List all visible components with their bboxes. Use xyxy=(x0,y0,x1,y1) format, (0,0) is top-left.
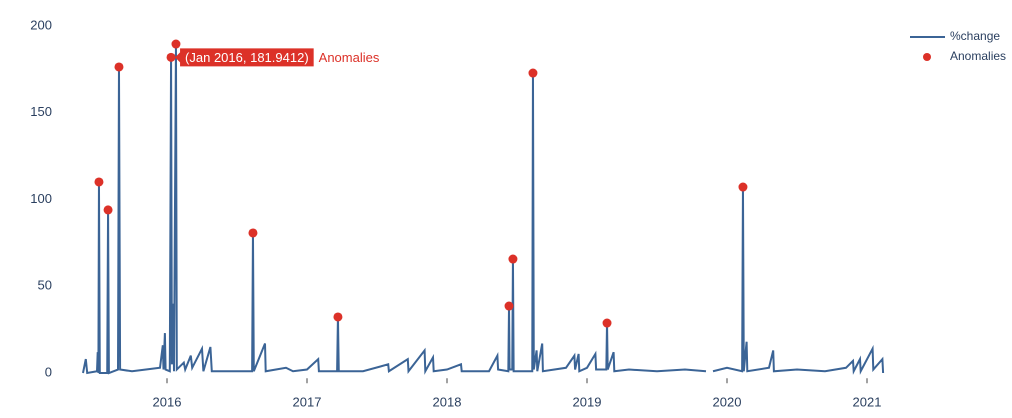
tooltip-name: Anomalies xyxy=(319,50,380,65)
y-tick-label: 150 xyxy=(30,104,52,119)
anomaly-point xyxy=(171,39,181,49)
tooltip-box xyxy=(175,48,314,67)
x-tick-label: 2017 xyxy=(293,394,322,409)
y-tick-label: 100 xyxy=(30,191,52,206)
tooltip-text: (Jan 2016, 181.9412) xyxy=(185,50,309,65)
legend-label: Anomalies xyxy=(950,49,1006,63)
x-tick-label: 2016 xyxy=(153,394,182,409)
x-tick-label: 2019 xyxy=(573,394,602,409)
y-tick-label: 200 xyxy=(30,17,52,32)
anomaly-point xyxy=(248,228,258,238)
anomaly-point xyxy=(94,177,104,187)
anomaly-point xyxy=(166,52,176,62)
anomaly-point xyxy=(738,182,748,192)
anomaly-point xyxy=(103,205,113,215)
x-tick-label: 2021 xyxy=(853,394,882,409)
anomaly-point xyxy=(508,254,518,264)
anomaly-point xyxy=(528,68,538,78)
y-tick-label: 0 xyxy=(45,364,52,379)
legend-label: %change xyxy=(950,29,1000,43)
anomaly-point xyxy=(504,301,514,311)
x-tick-label: 2018 xyxy=(433,394,462,409)
y-tick-label: 50 xyxy=(38,278,52,293)
legend-swatch xyxy=(923,53,931,61)
anomaly-point xyxy=(114,62,124,72)
line xyxy=(82,44,885,375)
x-tick-label: 2020 xyxy=(713,394,742,409)
tooltip: (Jan 2016, 181.9412) Anomalies xyxy=(175,48,380,67)
anomaly-point xyxy=(602,318,612,328)
anomaly-point xyxy=(333,312,343,322)
